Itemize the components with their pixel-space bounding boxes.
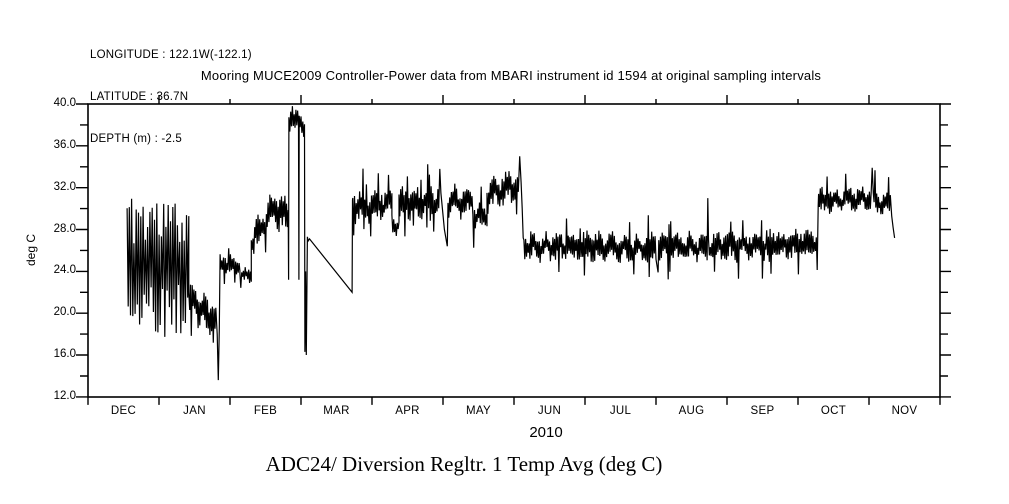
x-axis-month-label: JAN <box>183 405 206 417</box>
y-axis-tick-label: 28.0 <box>53 222 76 235</box>
x-axis-month-label: NOV <box>891 405 918 417</box>
y-axis-tick-label: 32.0 <box>53 180 76 193</box>
x-axis-month-label: APR <box>395 405 420 417</box>
axis-ticks <box>76 95 951 405</box>
x-axis-month-label: JUN <box>537 405 562 417</box>
y-axis-tick-label: 20.0 <box>53 306 76 319</box>
y-axis-tick-label: 16.0 <box>53 348 76 361</box>
figure-caption: ADC24/ Diversion Regltr. 1 Temp Avg (deg… <box>265 452 663 476</box>
x-axis-year-label: 2010 <box>529 424 563 441</box>
x-axis-month-label: DEC <box>110 405 137 417</box>
y-axis-tick-label: 12.0 <box>53 389 76 402</box>
longitude-label: LONGITUDE : 122.1W(-122.1) <box>90 49 252 61</box>
x-axis-month-label: OCT <box>820 405 847 417</box>
x-axis-month-label: SEP <box>750 405 775 417</box>
x-axis-month-label: FEB <box>253 405 278 417</box>
x-axis-month-label: JUL <box>609 405 632 417</box>
latitude-label: LATITUDE : 36.7N <box>90 91 189 103</box>
y-axis-tick-label: 40.0 <box>53 97 76 109</box>
x-axis-month-label: MAY <box>466 405 491 417</box>
depth-label: DEPTH (m) : -2.5 <box>90 133 183 145</box>
temperature-series-line <box>126 106 896 381</box>
location-metadata: LONGITUDE : 122.1W(-122.1) LATITUDE : 36… <box>90 20 252 174</box>
x-axis-month-label: MAR <box>323 405 350 417</box>
y-axis-tick-label: 24.0 <box>53 264 76 277</box>
y-axis-title: deg C <box>24 233 38 267</box>
plot-title: Mooring MUCE2009 Controller-Power data f… <box>200 68 822 83</box>
y-axis-tick-label: 36.0 <box>53 138 76 151</box>
x-axis-month-label: AUG <box>678 405 705 417</box>
